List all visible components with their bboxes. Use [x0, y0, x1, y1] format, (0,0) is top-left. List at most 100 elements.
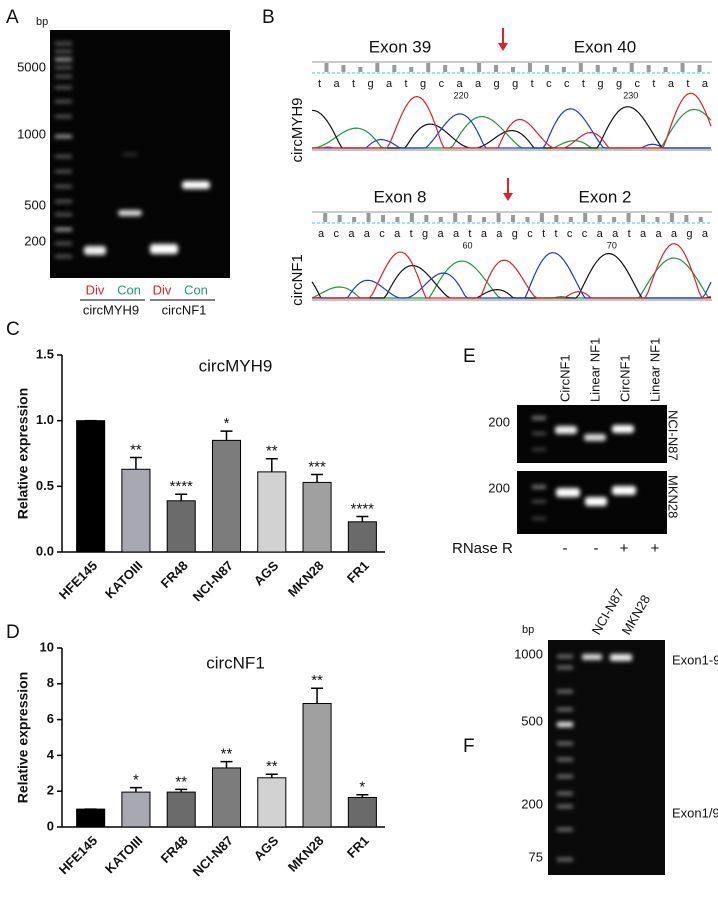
significance: **** — [170, 478, 194, 495]
ladder-band — [55, 242, 72, 245]
unit: bp — [36, 16, 48, 28]
sign: + — [620, 540, 629, 557]
lane-label: CircNF1 — [557, 354, 572, 402]
band — [84, 246, 106, 255]
trace — [312, 92, 712, 149]
quality-bar — [525, 217, 530, 222]
ladder-band — [55, 50, 72, 53]
error-bar — [356, 515, 369, 522]
panel-label: B — [262, 7, 275, 28]
quality-bar — [467, 215, 472, 222]
significance: ** — [266, 443, 278, 460]
quality-bar — [337, 215, 342, 222]
bar — [76, 808, 106, 828]
gel — [548, 640, 665, 875]
quality-bar — [646, 65, 651, 72]
quality-bar — [554, 215, 559, 222]
ladder-band — [557, 742, 573, 745]
quality-bar — [669, 213, 674, 222]
quality-bar — [426, 63, 431, 72]
bar — [257, 777, 287, 828]
quality-bar — [395, 217, 400, 222]
quality-bar — [409, 213, 414, 222]
sequence: tatgatgcaaggtcctggctata — [318, 78, 709, 90]
exon-label: Exon 40 — [574, 37, 636, 56]
ladder-band — [557, 792, 573, 795]
ladder-band — [55, 86, 72, 89]
bar — [166, 791, 196, 828]
ladder-band — [55, 213, 72, 216]
y-tick-label: 0.0 — [36, 543, 54, 558]
y-tick-label: 1.0 — [36, 412, 54, 427]
quality-bar — [655, 217, 660, 222]
ladder-band — [557, 775, 573, 778]
lane-label: Con — [117, 282, 141, 297]
ladder-band — [55, 228, 72, 231]
marker-label: 200 — [521, 796, 543, 811]
x-tick-label: FR1 — [344, 558, 372, 586]
marker-label: 200 — [24, 233, 46, 248]
lane-label: Linear NF1 — [647, 338, 662, 402]
quality-bar — [438, 217, 443, 222]
ladder-band — [55, 155, 72, 158]
significance: * — [359, 779, 365, 796]
gel-bands — [55, 42, 210, 258]
bar — [166, 500, 196, 553]
group-label: circNF1 — [162, 302, 207, 317]
marker-label: 500 — [24, 197, 46, 212]
quality-bar — [323, 213, 328, 222]
sequence: acaacatgaataagcttccaataaaga — [318, 228, 709, 240]
ladder-band — [55, 100, 72, 103]
ladder-band — [557, 758, 573, 761]
marker-label: 200 — [488, 414, 510, 429]
ladder-band — [55, 75, 72, 78]
quality-bar — [561, 67, 566, 72]
error-bar — [311, 687, 324, 704]
quality-bar — [612, 67, 617, 72]
quality-bar — [381, 215, 385, 222]
x-tick-label: FR48 — [158, 558, 191, 591]
error-bar — [175, 788, 188, 793]
x-tick-label: NCI-N87 — [190, 833, 236, 879]
panel-label: E — [463, 346, 476, 367]
quality-bar — [496, 213, 501, 222]
quality-bar — [482, 217, 487, 222]
marker-label: 5000 — [17, 59, 46, 74]
product-label: Exon1-9 — [672, 652, 718, 667]
ladder-band — [55, 42, 72, 45]
significance: ** — [311, 672, 323, 689]
treatment: RNase R — [452, 540, 513, 557]
error-bar — [356, 794, 369, 798]
cell-line: MKN28 — [666, 475, 681, 518]
ladder-band — [557, 666, 573, 669]
quality-bar — [641, 215, 645, 222]
ladder-band — [55, 135, 72, 138]
band — [150, 244, 178, 254]
bar — [302, 702, 332, 828]
ladder-band — [55, 66, 72, 69]
gel-bands — [532, 416, 636, 520]
band — [122, 153, 138, 156]
position: 230 — [623, 90, 638, 100]
product-label: Exon1/9 — [672, 805, 718, 820]
x-tick-label: AGS — [251, 833, 282, 864]
bar — [211, 767, 242, 828]
group-label: circMYH9 — [83, 302, 139, 317]
lane-label: Linear NF1 — [587, 338, 602, 402]
error-bar — [129, 786, 142, 793]
quality-bar — [597, 215, 602, 222]
panel-label: D — [6, 622, 20, 643]
ladder-band — [557, 722, 573, 727]
quality-bar — [341, 65, 346, 72]
trace — [312, 243, 711, 299]
quality-bar — [539, 213, 544, 222]
position: 60 — [462, 240, 472, 250]
junction-arrow — [498, 43, 508, 51]
ladder-band — [557, 690, 573, 693]
lane-label: Con — [184, 282, 208, 297]
ladder-band — [55, 200, 72, 203]
y-tick-label: 8 — [47, 675, 54, 690]
bar — [76, 420, 106, 553]
ladder-band — [55, 115, 72, 118]
error-bar — [220, 430, 233, 441]
